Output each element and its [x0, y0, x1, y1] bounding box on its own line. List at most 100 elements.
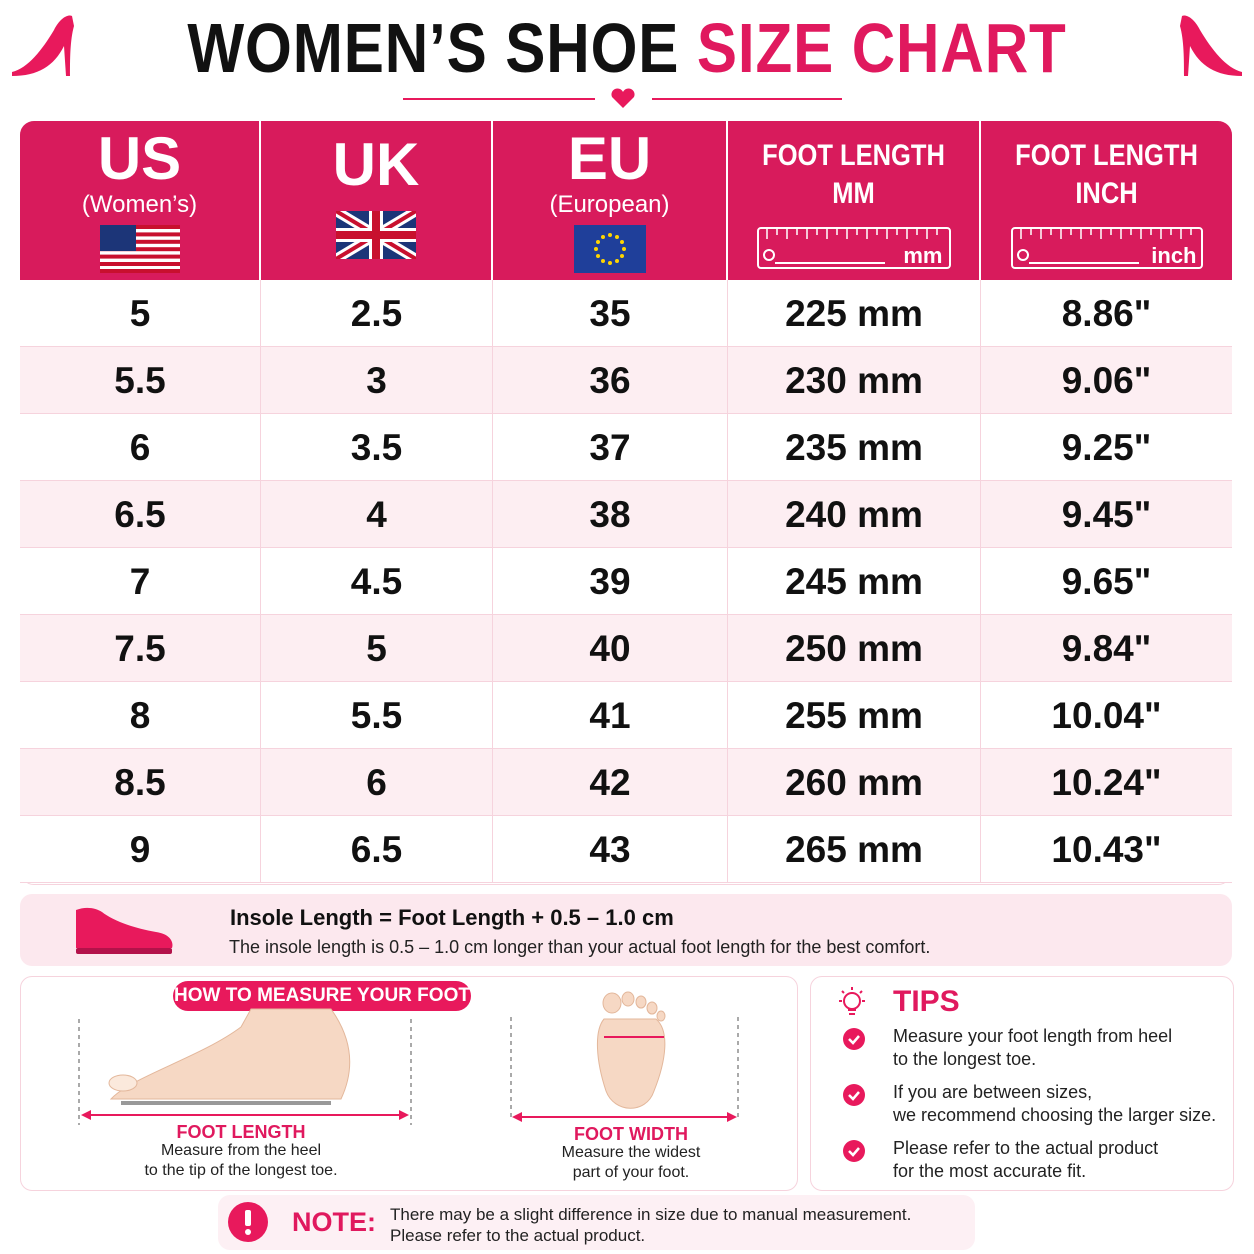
table-cell: 255 mm [728, 682, 981, 749]
table-cell: 3.5 [261, 414, 493, 481]
ruler: mm [756, 227, 951, 269]
tip-line: to the longest toe. [893, 1049, 1037, 1069]
heel-icon [1180, 15, 1242, 77]
table-cell: 7 [20, 548, 261, 615]
table-cell: 42 [493, 749, 728, 816]
note-label: NOTE: [292, 1207, 376, 1237]
table-cell: 4.5 [261, 548, 493, 615]
divider [403, 88, 842, 108]
table-cell: 245 mm [728, 548, 981, 615]
header-cell: FOOT LENGTH MM mm [728, 121, 981, 280]
table-cell: 8.86" [1061, 293, 1152, 334]
insole-box: Insole Length = Foot Length + 0.5 – 1.0 … [20, 894, 1232, 966]
table-row: 7 4.5 39 245 mm 9.65" [20, 548, 1232, 615]
header-title: UK [332, 131, 420, 198]
table-cell: 9 [20, 816, 261, 883]
tip-line: we recommend choosing the larger size. [893, 1105, 1217, 1125]
header-title: FOOT LENGTH [762, 139, 945, 172]
header-subtitle: (European) [549, 191, 670, 218]
table-cell: 240 mm [728, 481, 981, 548]
foot-top-drawing [510, 991, 739, 1122]
table-cell: 6.5 [20, 481, 261, 548]
header-subtitle: (Women’s) [81, 191, 198, 218]
width-line: Measure the widest [561, 1144, 701, 1161]
table-cell: 37 [493, 414, 728, 481]
table-row: 6 3.5 37 235 mm 9.25" [20, 414, 1232, 481]
ruler-unit: mm [903, 243, 943, 268]
table-cell: 6 [261, 749, 493, 816]
table-cell: 9.84" [1061, 628, 1152, 669]
tips-panel: TIPS Measure your foot length from heel t… [810, 976, 1234, 1191]
table-cell: 35 [493, 280, 728, 347]
table-row: 7.5 5 40 250 mm 9.84" [20, 615, 1232, 682]
check-icon [843, 1084, 865, 1106]
width-label: FOOT WIDTH [574, 1124, 688, 1144]
table-cell: 225 mm [728, 280, 981, 347]
table-row: 5.5 3 36 230 mm 9.06" [20, 347, 1232, 414]
note-line: There may be a slight difference in size… [390, 1205, 912, 1224]
header-cell: EU (European) [493, 121, 728, 280]
table-row: 5 2.5 35 225 mm 8.86" [20, 280, 1232, 347]
note-box: NOTE: There may be a slight difference i… [218, 1195, 975, 1250]
length-line: to the tip of the longest toe. [144, 1162, 338, 1179]
table-row: 6.5 4 38 240 mm 9.45" [20, 481, 1232, 548]
table-cell: 6 [20, 414, 261, 481]
header-title: MM [832, 177, 875, 210]
table-cell: 6.5 [261, 816, 493, 883]
header-cell: UK [261, 121, 493, 280]
uk-flag [333, 206, 419, 264]
table-cell: 38 [493, 481, 728, 548]
table-cell: 4 [261, 481, 493, 548]
table-cell: 39 [493, 548, 728, 615]
check-icon [843, 1028, 865, 1050]
measure-panel: HOW TO MEASURE YOUR FOOT FOOT LENGTH Mea… [20, 976, 798, 1191]
table-cell: 10.04" [1051, 695, 1162, 736]
table-row: 8 5.5 41 255 mm 10.04" [20, 682, 1232, 749]
table-cell: 5.5 [261, 682, 493, 749]
header-title: INCH [1075, 177, 1138, 210]
table-cell: 10.24" [1051, 762, 1162, 803]
title-accent: SIZE CHART [696, 9, 1067, 87]
us-flag [99, 225, 180, 273]
length-line: Measure from the heel [160, 1142, 322, 1159]
table-cell: 230 mm [728, 347, 981, 414]
table-cell: 36 [493, 347, 728, 414]
tip-line: for the most accurate fit. [893, 1161, 1087, 1181]
measure-badge: HOW TO MEASURE YOUR FOOT [173, 981, 471, 1011]
length-label: FOOT LENGTH [176, 1122, 306, 1142]
alert-icon [228, 1202, 268, 1242]
header-cell: US (Women’s) [20, 121, 261, 280]
shoe-icon [76, 907, 173, 954]
table-cell: 9.06" [1061, 360, 1152, 401]
tip-line: If you are between sizes, [893, 1082, 1093, 1102]
table-cell: 10.43" [1051, 829, 1162, 870]
table-cell: 8 [20, 682, 261, 749]
table-cell: 40 [493, 615, 728, 682]
table-cell: 8.5 [20, 749, 261, 816]
table-cell: 43 [493, 816, 728, 883]
table-cell: 5.5 [20, 347, 261, 414]
table-cell: 260 mm [728, 749, 981, 816]
table-cell: 9.45" [1061, 494, 1152, 535]
header-title: FOOT LENGTH [1015, 139, 1198, 172]
note-line: Please refer to the actual product. [390, 1226, 646, 1245]
table-cell: 7.5 [20, 615, 261, 682]
table-cell: 250 mm [728, 615, 981, 682]
table-cell: 9.65" [1061, 561, 1152, 602]
tip-line: Measure your foot length from heel [893, 1026, 1173, 1046]
bulb-icon [839, 987, 865, 1015]
title-dark: WOMEN’S SHOE [187, 9, 680, 87]
tips-title: TIPS [893, 985, 960, 1018]
heel-icon [12, 15, 74, 77]
header-cell: FOOT LENGTH INCH inch [981, 121, 1232, 280]
ruler-shape [756, 227, 951, 269]
title: WOMEN’S SHOE SIZE CHART [88, 8, 1166, 88]
insole-title: Insole Length = Foot Length + 0.5 – 1.0 … [230, 905, 674, 930]
table-cell: 9.25" [1061, 427, 1152, 468]
table-cell: 5 [261, 615, 493, 682]
table-cell: 2.5 [261, 280, 493, 347]
table-cell: 265 mm [728, 816, 981, 883]
ruler-unit: inch [1151, 243, 1197, 268]
